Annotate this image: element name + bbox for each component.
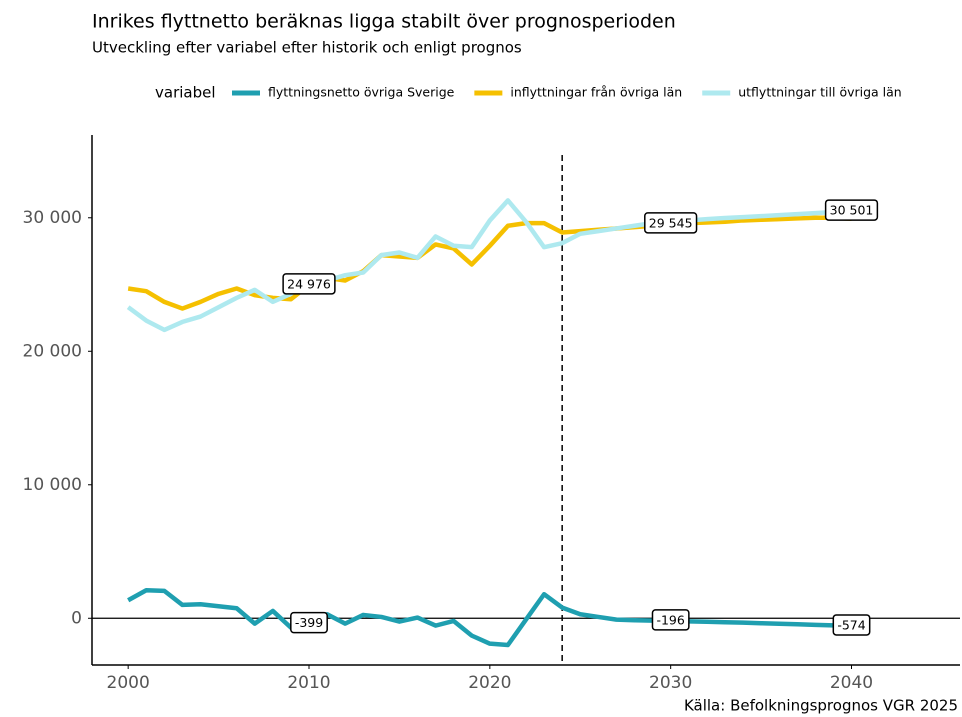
chart-title: Inrikes flyttnetto beräknas ligga stabil…: [92, 11, 676, 33]
legend-title: variabel: [155, 84, 216, 102]
value-label: -399: [295, 615, 323, 630]
chart-subtitle: Utveckling efter variabel efter historik…: [92, 39, 522, 57]
legend-label: utflyttningar till övriga län: [738, 85, 902, 100]
caption: Källa: Befolkningsprognos VGR 2025: [684, 697, 958, 715]
x-tick-label: 2040: [830, 673, 873, 693]
value-label: 24 976: [287, 276, 331, 291]
x-tick-label: 2010: [287, 673, 330, 693]
x-tick-label: 2000: [107, 673, 150, 693]
legend-label: flyttningsnetto övriga Sverige: [268, 85, 455, 100]
value-label: -574: [837, 617, 865, 632]
value-label: 29 545: [649, 215, 693, 230]
x-tick-label: 2030: [649, 673, 692, 693]
value-label: -196: [656, 612, 684, 627]
y-tick-label: 20 000: [23, 341, 82, 361]
value-label-box: [644, 212, 698, 234]
series-line: [127, 215, 852, 311]
value-label-box: [824, 199, 879, 221]
value-label-box: [832, 614, 871, 636]
series-line: [126, 198, 852, 333]
y-tick-label: 30 000: [23, 208, 82, 228]
value-label-box: [290, 611, 328, 634]
legend-label: inflyttningar från övriga län: [510, 85, 682, 100]
value-label-box: [282, 273, 336, 295]
value-label-box: [651, 609, 690, 631]
series-line: [127, 587, 852, 648]
y-tick-label: 10 000: [23, 475, 82, 495]
y-tick-label: 0: [71, 608, 82, 628]
value-label: 30 501: [830, 203, 874, 218]
x-tick-label: 2020: [468, 673, 511, 693]
